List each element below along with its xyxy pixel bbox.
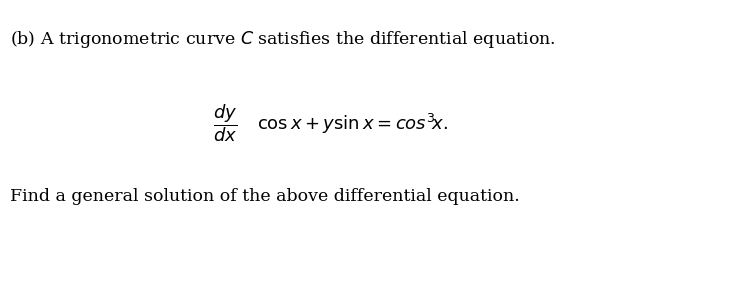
Text: $\dfrac{dy}{dx}$: $\dfrac{dy}{dx}$ <box>213 102 237 144</box>
Text: (b) A trigonometric curve $\mathit{C}$ satisfies the differential equation.: (b) A trigonometric curve $\mathit{C}$ s… <box>10 29 556 50</box>
Text: $\cos x + y\sin x = \mathit{cos}^3\!x.$: $\cos x + y\sin x = \mathit{cos}^3\!x.$ <box>257 112 448 136</box>
Text: Find a general solution of the above differential equation.: Find a general solution of the above dif… <box>10 188 519 205</box>
